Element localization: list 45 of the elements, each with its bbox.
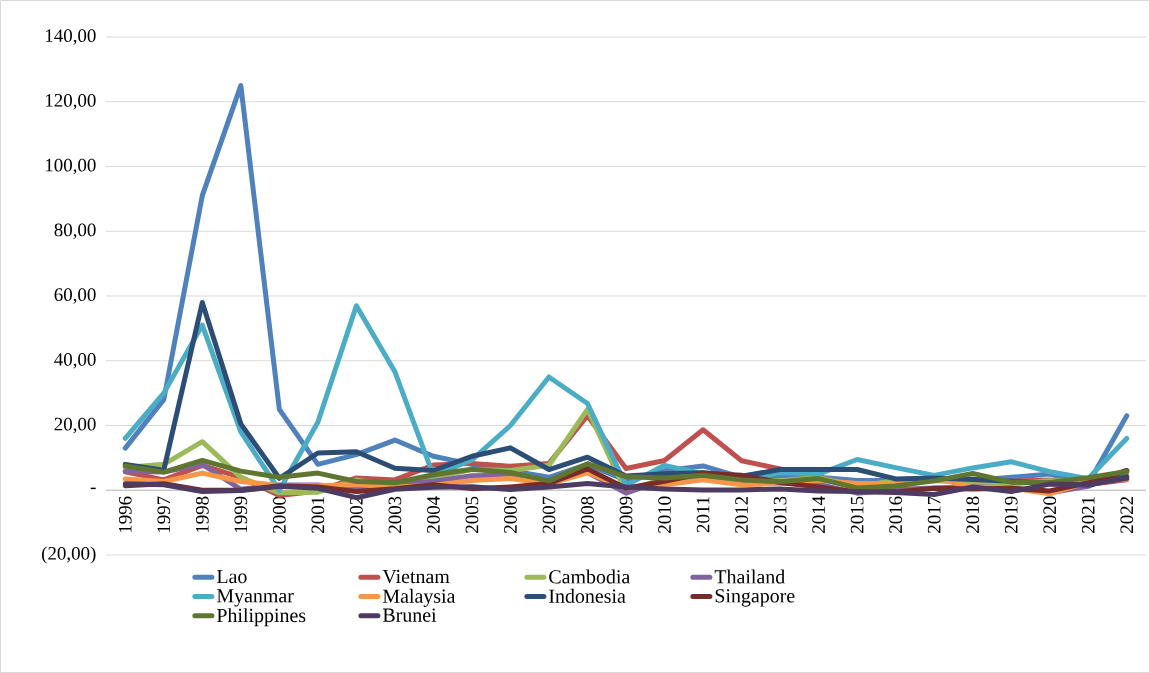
x-tick-label: 2011: [696, 497, 710, 533]
y-tick-label: 140,00: [45, 29, 96, 45]
x-tick-label: 2022: [1120, 496, 1134, 533]
x-tick-label: 1997: [157, 496, 171, 533]
x-tick-label: 2000: [272, 496, 286, 533]
x-tick-label: 2004: [427, 496, 440, 533]
legend-label: Cambodia: [549, 569, 631, 584]
legend-label: Myanmar: [216, 589, 294, 607]
legend-label: Brunei: [382, 608, 437, 622]
x-tick-label: 2016: [889, 496, 903, 533]
x-tick-label: 2008: [581, 496, 594, 533]
x-tick-label: 2006: [504, 496, 517, 533]
x-tick-label: 2021: [1081, 497, 1095, 533]
y-tick-label: -: [90, 487, 96, 490]
x-tick-label: 2019: [1004, 496, 1018, 533]
legend-label: Lao: [216, 569, 247, 584]
y-tick-label: (20,00): [41, 546, 96, 564]
legend-label: Indonesia: [549, 588, 626, 603]
y-tick-label: 100,00: [45, 158, 96, 175]
x-tick-label: 1998: [195, 496, 209, 533]
x-tick-label: 2012: [735, 496, 748, 533]
x-tick-label: 1999: [234, 496, 248, 533]
x-tick-label: 2013: [773, 496, 787, 533]
legend-label: Singapore: [715, 589, 795, 607]
x-tick-label: 2007: [542, 496, 556, 533]
y-tick-label: 60,00: [54, 288, 96, 304]
legend-label: Malaysia: [382, 588, 456, 607]
x-tick-label: 2020: [1043, 496, 1057, 533]
x-tick-label: 2015: [850, 496, 864, 533]
x-tick-label: 2005: [465, 496, 479, 533]
x-tick-label: 1996: [118, 496, 132, 533]
legend-label: Thailand: [714, 569, 785, 584]
x-tick-label: 2001: [311, 497, 325, 533]
y-tick-label: 20,00: [54, 417, 96, 434]
x-tick-label: 2003: [388, 496, 402, 533]
y-tick-label: 40,00: [54, 353, 96, 369]
y-tick-label: 120,00: [45, 94, 96, 110]
y-tick-label: 80,00: [54, 223, 96, 239]
x-tick-label: 2009: [619, 496, 633, 533]
x-tick-label: 2010: [658, 496, 671, 533]
x-tick-label: 2018: [966, 496, 980, 533]
x-tick-label: 2017: [927, 496, 941, 533]
legend-label: Vietnam: [382, 569, 450, 584]
legend-label: Philippines: [216, 608, 306, 627]
x-tick-label: 2014: [812, 496, 825, 533]
